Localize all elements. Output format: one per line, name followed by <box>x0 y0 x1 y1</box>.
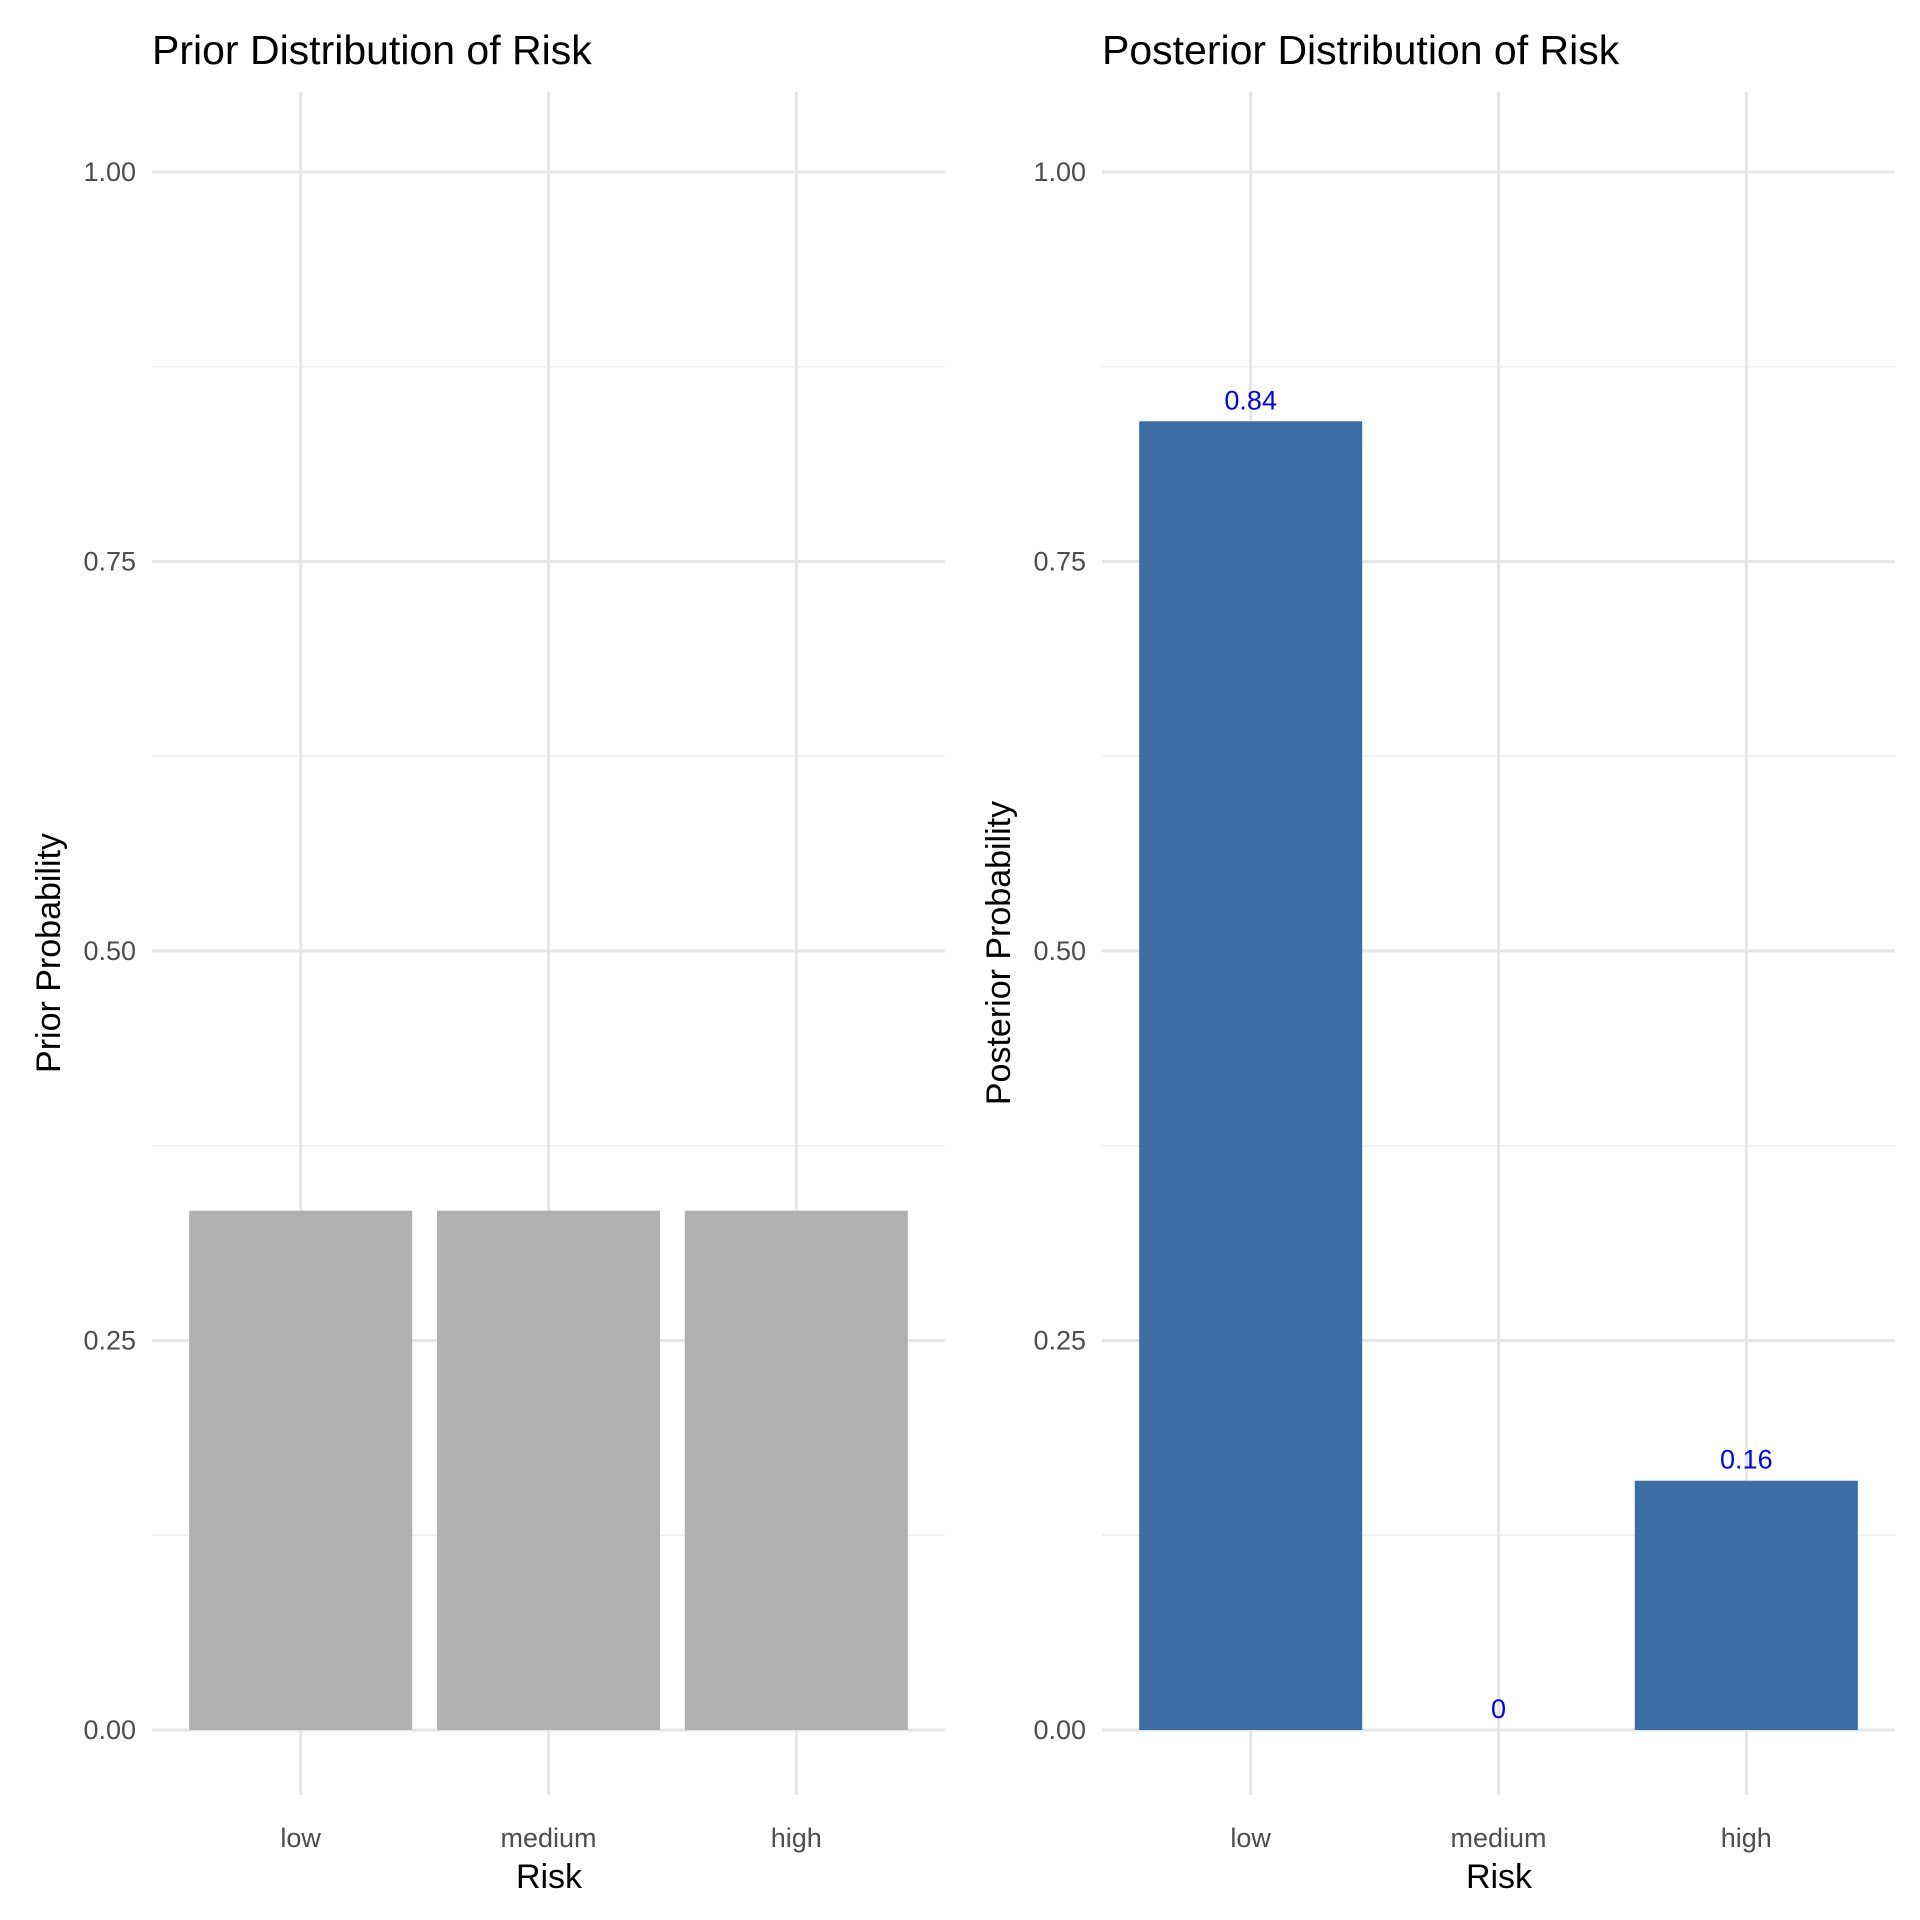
prior-chart-title: Prior Distribution of Risk <box>152 27 592 73</box>
posterior-y-tick-label: 0.50 <box>1033 936 1086 966</box>
posterior-chart-title: Posterior Distribution of Risk <box>1102 27 1620 73</box>
posterior-y-axis-title: Posterior Probability <box>980 801 1018 1105</box>
prior-y-tick-label: 0.00 <box>83 1715 136 1745</box>
posterior-bar-high <box>1634 1480 1858 1730</box>
prior-x-axis-title: Risk <box>516 1858 583 1896</box>
posterior-x-tick-label: high <box>1721 1823 1772 1853</box>
posterior-chart-panel: Posterior Distribution of Risk Risk Post… <box>980 27 1895 1896</box>
posterior-x-axis-title: Risk <box>1466 1858 1533 1896</box>
prior-y-axis-title: Prior Probability <box>30 833 68 1073</box>
prior-y-tick-label: 1.00 <box>83 157 136 187</box>
posterior-y-tick-label: 0.00 <box>1033 1715 1086 1745</box>
prior-y-tick-label: 0.25 <box>83 1326 136 1356</box>
prior-x-tick-label: high <box>771 1823 822 1853</box>
prior-x-tick-label: low <box>280 1823 321 1853</box>
posterior-bar-low <box>1139 421 1363 1730</box>
posterior-y-tick-label: 0.75 <box>1033 547 1086 577</box>
posterior-data-label-high: 0.16 <box>1720 1445 1773 1475</box>
prior-chart-panel: Prior Distribution of Risk Risk Prior Pr… <box>30 27 945 1896</box>
prior-y-tick-label: 0.75 <box>83 547 136 577</box>
posterior-x-tick-label: low <box>1230 1823 1271 1853</box>
prior-bar-high <box>684 1210 908 1730</box>
prior-bar-medium <box>436 1210 661 1730</box>
prior-x-tick-label: medium <box>500 1823 596 1853</box>
posterior-x-tick-label: medium <box>1450 1823 1546 1853</box>
posterior-data-label-low: 0.84 <box>1224 385 1277 415</box>
posterior-y-tick-label: 1.00 <box>1033 157 1086 187</box>
posterior-data-label-medium: 0 <box>1491 1694 1506 1724</box>
posterior-y-tick-label: 0.25 <box>1033 1326 1086 1356</box>
prior-bar-low <box>189 1210 413 1730</box>
prior-y-tick-label: 0.50 <box>83 936 136 966</box>
